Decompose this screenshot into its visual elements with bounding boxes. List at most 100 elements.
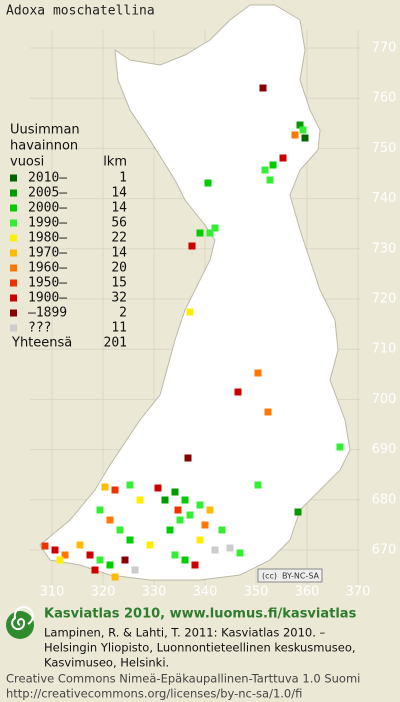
legend-label: 1990– xyxy=(28,216,67,231)
species-title: Adoxa moschatellina xyxy=(6,4,155,19)
observation-square xyxy=(186,308,194,316)
legend-count: 20 xyxy=(111,261,127,276)
y-grid-label: 680 xyxy=(372,492,397,507)
footer-citation: Helsingin Yliopisto, Luonnontieteellinen… xyxy=(44,641,356,655)
legend-count: 14 xyxy=(111,246,127,261)
y-grid-label: 720 xyxy=(372,292,397,307)
observation-square xyxy=(301,134,309,142)
x-grid-label: 370 xyxy=(346,585,371,600)
x-grid-label: 350 xyxy=(244,585,269,600)
legend-count: 22 xyxy=(111,231,127,246)
y-grid-label: 750 xyxy=(372,141,397,156)
footer-citation: Lampinen, R. & Lahti, T. 2011: Kasviatla… xyxy=(44,626,326,640)
observation-square xyxy=(166,526,174,534)
logo-spiral xyxy=(11,606,34,631)
y-grid-label: 770 xyxy=(372,41,397,56)
y-grid-label: 670 xyxy=(372,543,397,558)
observation-square xyxy=(206,506,214,514)
y-grid-label: 710 xyxy=(372,342,397,357)
legend-label: 1980– xyxy=(28,231,67,246)
legend-label: 2010– xyxy=(28,171,67,186)
legend-count-heading: lkm xyxy=(103,155,127,170)
legend-label: 1900– xyxy=(28,291,67,306)
legend-swatch xyxy=(10,264,17,272)
observation-square xyxy=(61,551,69,559)
observation-square xyxy=(41,542,49,550)
footer-citation: Kasvimuseo, Helsinki. xyxy=(44,656,169,670)
observation-square xyxy=(206,229,214,237)
legend-swatch xyxy=(10,324,17,332)
observation-square xyxy=(176,516,184,524)
logo xyxy=(6,606,34,639)
legend-label: 1960– xyxy=(28,261,67,276)
legend-swatch xyxy=(10,204,17,212)
y-grid-label: 690 xyxy=(372,442,397,457)
observation-square xyxy=(106,561,114,569)
footer-license: http://creativecommons.org/licenses/by-n… xyxy=(6,687,302,701)
observation-square xyxy=(218,526,226,534)
observation-square xyxy=(261,166,269,174)
observation-square xyxy=(266,176,274,184)
observation-square xyxy=(234,388,242,396)
legend-swatch xyxy=(10,219,17,227)
finland-outline xyxy=(39,4,351,581)
legend-label: 2005– xyxy=(28,186,67,201)
observation-square xyxy=(51,546,59,554)
legend-count: 11 xyxy=(111,321,127,336)
cc-mark: (cc) xyxy=(262,572,277,581)
observation-square xyxy=(154,484,162,492)
legend-count: 32 xyxy=(111,291,127,306)
observation-square xyxy=(121,556,129,564)
observation-square xyxy=(116,526,124,534)
observation-square xyxy=(211,224,219,232)
observation-square xyxy=(131,566,139,574)
observation-square xyxy=(254,481,262,489)
observation-square xyxy=(96,506,104,514)
y-grid-label: 760 xyxy=(372,91,397,106)
observation-square xyxy=(174,506,182,514)
observation-square xyxy=(56,556,64,564)
y-grid-label: 740 xyxy=(372,191,397,206)
observation-square xyxy=(186,511,194,519)
observation-square xyxy=(236,549,244,557)
footer-license: Creative Commons Nimeä-Epäkaupallinen-Ta… xyxy=(6,672,360,686)
observation-square xyxy=(126,481,134,489)
observation-square xyxy=(296,121,304,129)
footer-brand: Kasviatlas 2010, www.luomus.fi/kasviatla… xyxy=(44,607,357,622)
observation-square xyxy=(226,544,234,552)
observation-square xyxy=(259,84,267,92)
observation-square xyxy=(269,161,277,169)
observation-square xyxy=(96,556,104,564)
observation-square xyxy=(184,454,192,462)
observation-square xyxy=(146,541,154,549)
observation-square xyxy=(101,483,109,491)
legend-swatch xyxy=(10,294,17,302)
license-badge: (cc) BY-NC-SA xyxy=(257,568,323,583)
observation-square xyxy=(126,536,134,544)
legend-heading: havainnon xyxy=(10,139,78,154)
legend-count: 56 xyxy=(111,216,127,231)
legend-count: 2 xyxy=(119,306,127,321)
observation-square xyxy=(76,541,84,549)
observation-square xyxy=(279,154,287,162)
legend-heading: Uusimman xyxy=(10,123,80,138)
x-grid-label: 320 xyxy=(91,585,116,600)
legend-swatch xyxy=(10,279,17,287)
observation-square xyxy=(106,516,114,524)
legend-swatch xyxy=(10,234,17,242)
observation-square xyxy=(264,408,272,416)
observation-square xyxy=(111,486,119,494)
observation-square xyxy=(211,546,219,554)
y-grid-label: 700 xyxy=(372,392,397,407)
legend-label: 1970– xyxy=(28,246,67,261)
observation-square xyxy=(181,496,189,504)
observation-square xyxy=(171,551,179,559)
legend-swatch xyxy=(10,309,17,317)
legend-count: 15 xyxy=(111,276,127,291)
observation-square xyxy=(201,521,209,529)
x-grid-label: 340 xyxy=(193,585,218,600)
legend-count: 14 xyxy=(111,201,127,216)
legend-heading: vuosi xyxy=(10,155,44,170)
observation-square xyxy=(188,242,196,250)
